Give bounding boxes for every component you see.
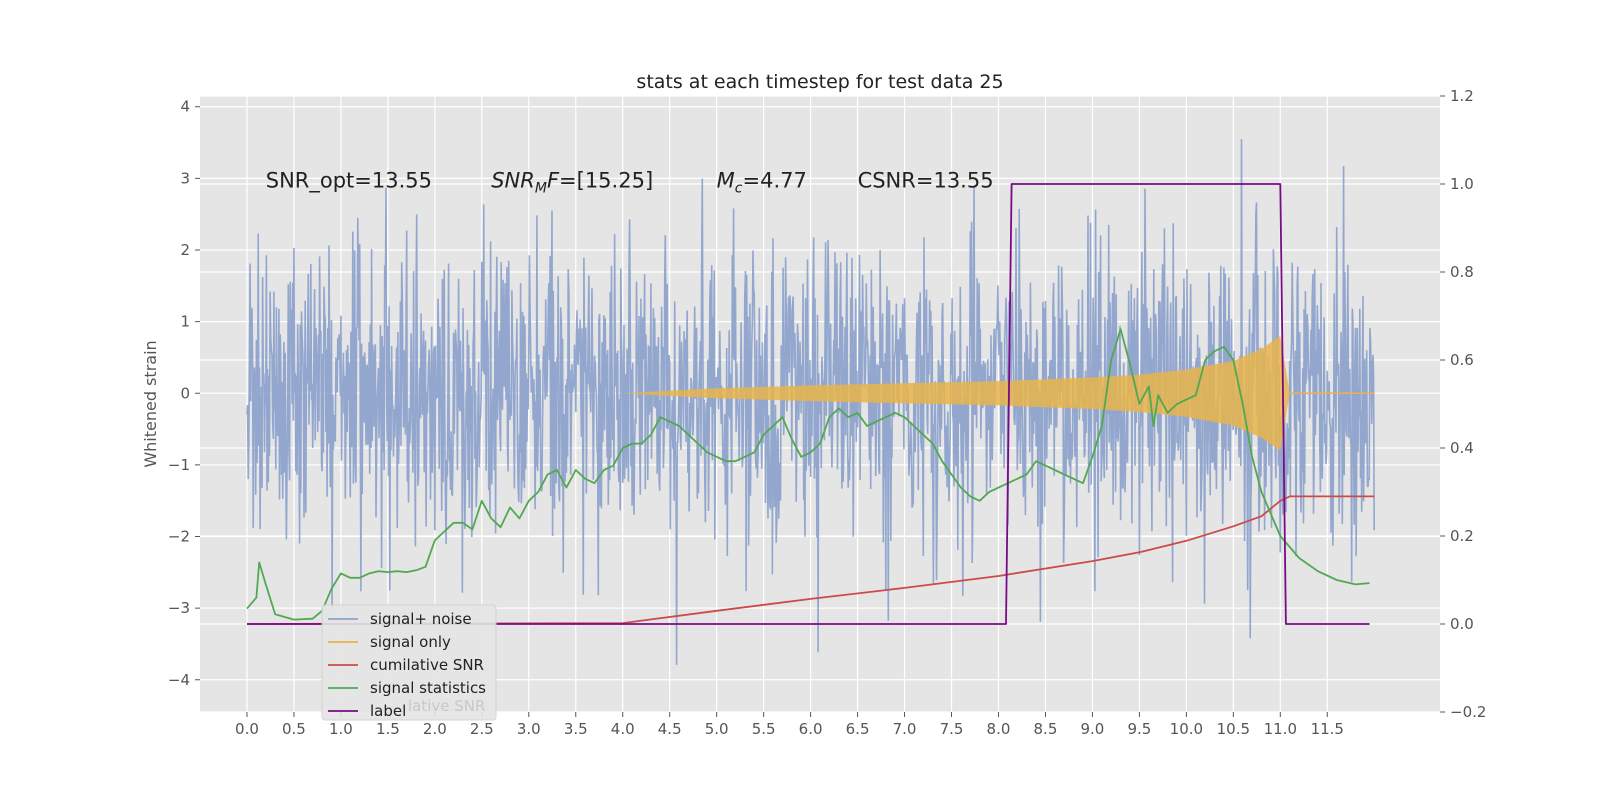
x-tick-label: 4.5 (658, 720, 682, 738)
x-tick-label: 8.0 (987, 720, 1011, 738)
x-tick-label: 3.5 (564, 720, 588, 738)
x-tick-label: 6.5 (846, 720, 870, 738)
annotation-part: F (547, 169, 560, 193)
x-tick-label: 9.0 (1080, 720, 1104, 738)
annotation-part: =4.77 (742, 169, 806, 193)
signal-statistics-line (246, 328, 1370, 621)
legend-label: label (370, 702, 406, 720)
x-tick-label: 1.5 (376, 720, 400, 738)
x-tick-label: 2.0 (423, 720, 447, 738)
label-line (247, 183, 1370, 625)
signal-noise-line (246, 138, 1375, 665)
signal-only-series (247, 336, 1375, 451)
annotation: CSNR=13.55 (858, 169, 994, 193)
y2-tick-label: 0.2 (1450, 527, 1474, 545)
annotation-part: c (735, 181, 743, 197)
annotation-part: =[15.25] (559, 169, 653, 193)
cumilative-snr-line (246, 495, 1375, 625)
x-tick-label: 9.5 (1127, 720, 1151, 738)
signal-noise-series (246, 138, 1375, 665)
y-tick-label: −3 (168, 599, 190, 617)
annotation: Mc=4.77 (717, 169, 807, 197)
y2-tick-label: −0.2 (1450, 703, 1486, 721)
y-axis-label: Whitened strain (141, 340, 160, 467)
x-axis: 0.0 0.5 1.0 1.5 2.0 2.5 3.0 3.5 4.0 4.5 5.0 5.5 6.0 6… (235, 712, 1344, 738)
y2-tick-label: 1.0 (1450, 175, 1474, 193)
y2-tick-label: 0.4 (1450, 439, 1474, 457)
annotation-part: M (535, 181, 547, 197)
x-tick-label: 6.0 (799, 720, 823, 738)
x-tick-label: 0.5 (282, 720, 306, 738)
x-tick-label: 7.0 (893, 720, 917, 738)
x-tick-label: 0.0 (235, 720, 259, 738)
x-tick-label: 8.5 (1034, 720, 1058, 738)
y-tick-label: 2 (180, 241, 190, 259)
x-tick-label: 5.0 (705, 720, 729, 738)
y2-tick-label: 0.0 (1450, 615, 1474, 633)
y2-tick-label: 0.8 (1450, 263, 1474, 281)
annotation-part: M (717, 169, 735, 193)
legend-label: signal+ noise (370, 610, 472, 628)
y-tick-label: 3 (180, 169, 190, 187)
y-tick-label: 4 (180, 98, 190, 116)
y-tick-label: −4 (168, 671, 190, 689)
legend-ghost-text: lative SNR (408, 697, 485, 715)
annotation: SNRMF=[15.25] (491, 169, 653, 197)
y-axis: 4 3 2 1 0 −1 −2 −3 −4 (168, 98, 200, 689)
x-tick-label: 10.0 (1170, 720, 1203, 738)
y-tick-label: −2 (168, 528, 190, 546)
legend: lative SNR signal+ noise signal only cumila… (321, 604, 497, 721)
x-tick-label: 11.5 (1311, 720, 1344, 738)
annotation-part: SNR_opt=13.55 (266, 169, 432, 194)
x-tick-label: 3.0 (517, 720, 541, 738)
annotation-part: SNR (491, 169, 535, 193)
x-tick-label: 2.5 (470, 720, 494, 738)
legend-label: signal statistics (370, 679, 486, 697)
x-tick-label: 7.5 (940, 720, 964, 738)
x-tick-label: 10.5 (1217, 720, 1250, 738)
legend-label: cumilative SNR (370, 656, 484, 674)
x-tick-label: 11.0 (1264, 720, 1297, 738)
chart-title: stats at each timestep for test data 25 (636, 71, 1003, 93)
y-tick-label: −1 (168, 456, 190, 474)
y2-tick-label: 0.6 (1450, 351, 1474, 369)
y2-axis: 1.2 1.0 0.8 0.6 0.4 0.2 0.0 −0.2 (1440, 87, 1486, 721)
y-tick-label: 1 (180, 313, 190, 331)
annotations: SNR_opt=13.55 SNRMF=[15.25] Mc=4.77 CSNR=13… (266, 169, 994, 197)
x-tick-label: 5.5 (752, 720, 776, 738)
legend-label: signal only (370, 633, 451, 651)
legend-box (321, 604, 497, 721)
annotation: SNR_opt=13.55 (266, 169, 432, 194)
y-tick-label: 0 (180, 384, 190, 402)
x-tick-label: 1.0 (329, 720, 353, 738)
annotation-part: CSNR=13.55 (858, 169, 994, 193)
y2-tick-label: 1.2 (1450, 87, 1474, 105)
signal-only-fill (247, 336, 1375, 451)
x-tick-label: 4.0 (611, 720, 635, 738)
right-axis-series (246, 183, 1375, 625)
